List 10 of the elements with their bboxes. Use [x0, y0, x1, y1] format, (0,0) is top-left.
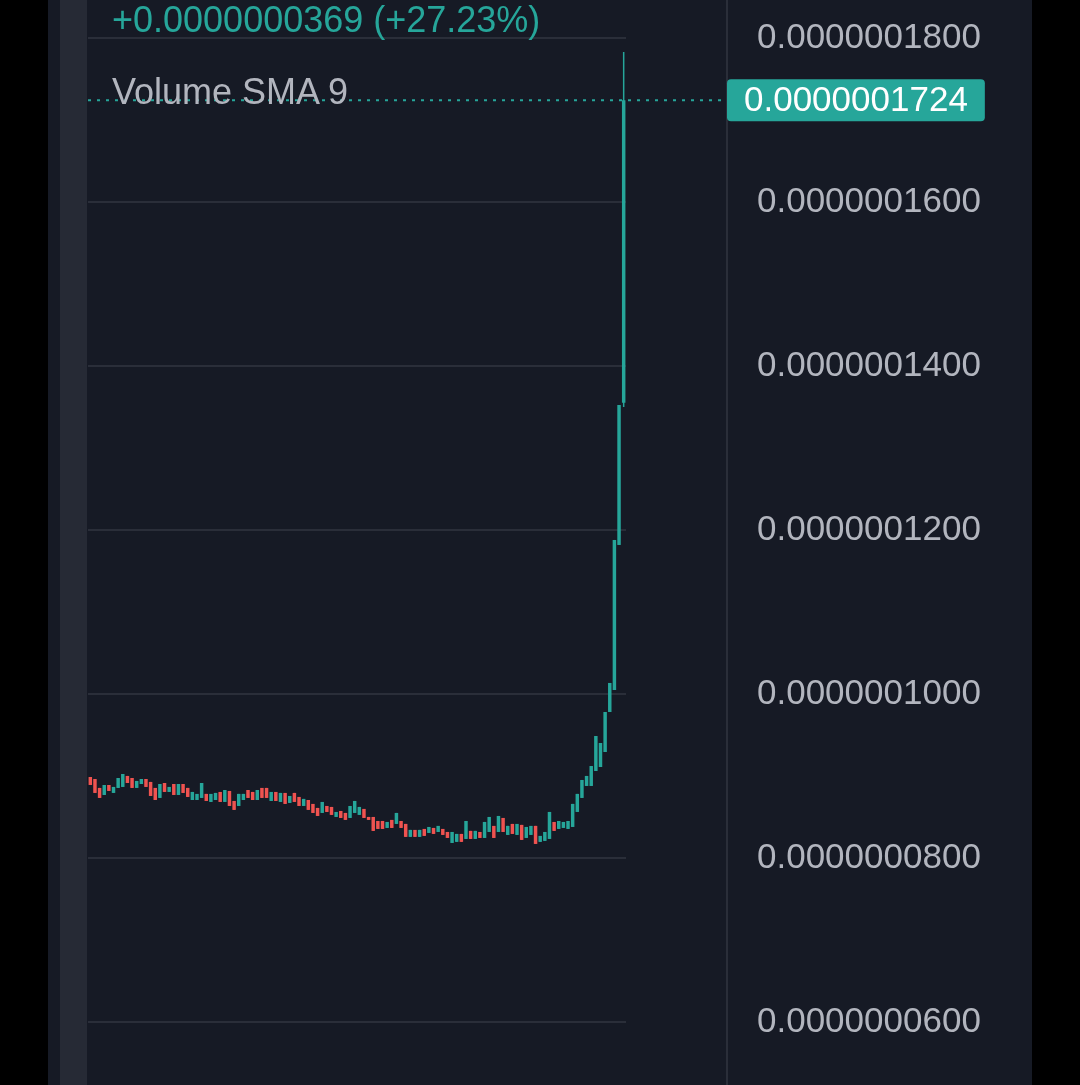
y-tick-label: 0.0000000600 — [757, 999, 981, 1039]
y-tick-label: 0.0000001000 — [757, 671, 981, 711]
annotation: Volume SMA 9 — [112, 71, 349, 112]
y-tick-label: 0.0000001200 — [757, 507, 981, 547]
ref-line-label: 0.0000001724 — [744, 78, 968, 118]
annotation: +0.0000000369 (+27.23%) — [112, 0, 541, 40]
y-tick-label: 0.0000001800 — [757, 15, 981, 55]
y-tick-label: 0.0000000800 — [757, 835, 981, 875]
y-tick-label: 0.0000001400 — [757, 343, 981, 383]
y-tick-label: 0.0000001600 — [757, 179, 981, 219]
